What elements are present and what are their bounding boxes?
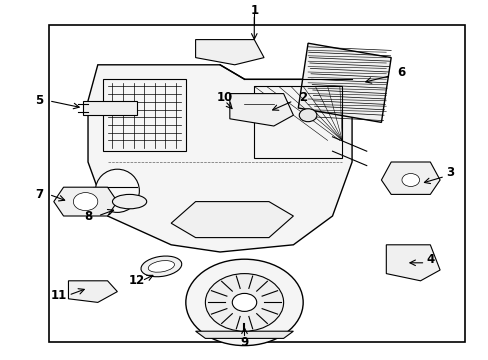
Polygon shape <box>68 281 117 302</box>
Text: 1: 1 <box>250 4 258 17</box>
Text: 9: 9 <box>240 336 248 348</box>
Text: 2: 2 <box>299 91 306 104</box>
Ellipse shape <box>112 194 146 209</box>
Circle shape <box>232 293 256 311</box>
Polygon shape <box>54 187 117 216</box>
Circle shape <box>401 174 419 186</box>
Circle shape <box>185 259 303 346</box>
Text: 8: 8 <box>84 210 92 222</box>
Ellipse shape <box>148 261 174 272</box>
Circle shape <box>299 109 316 122</box>
Polygon shape <box>195 331 293 338</box>
Bar <box>49 25 464 342</box>
Polygon shape <box>229 94 293 126</box>
Text: 10: 10 <box>216 91 233 104</box>
Polygon shape <box>386 245 439 281</box>
Circle shape <box>73 193 98 211</box>
Text: 11: 11 <box>50 289 67 302</box>
Text: 4: 4 <box>426 253 433 266</box>
Text: 5: 5 <box>35 94 43 107</box>
Polygon shape <box>83 101 137 115</box>
Circle shape <box>205 274 283 331</box>
Text: 3: 3 <box>445 166 453 179</box>
Ellipse shape <box>95 169 139 212</box>
Text: 12: 12 <box>128 274 145 287</box>
Polygon shape <box>381 162 439 194</box>
Ellipse shape <box>141 256 182 277</box>
Polygon shape <box>195 40 264 65</box>
Text: 6: 6 <box>396 66 404 78</box>
Polygon shape <box>171 202 293 238</box>
Polygon shape <box>88 65 351 252</box>
Polygon shape <box>298 43 390 122</box>
Text: 7: 7 <box>35 188 43 201</box>
